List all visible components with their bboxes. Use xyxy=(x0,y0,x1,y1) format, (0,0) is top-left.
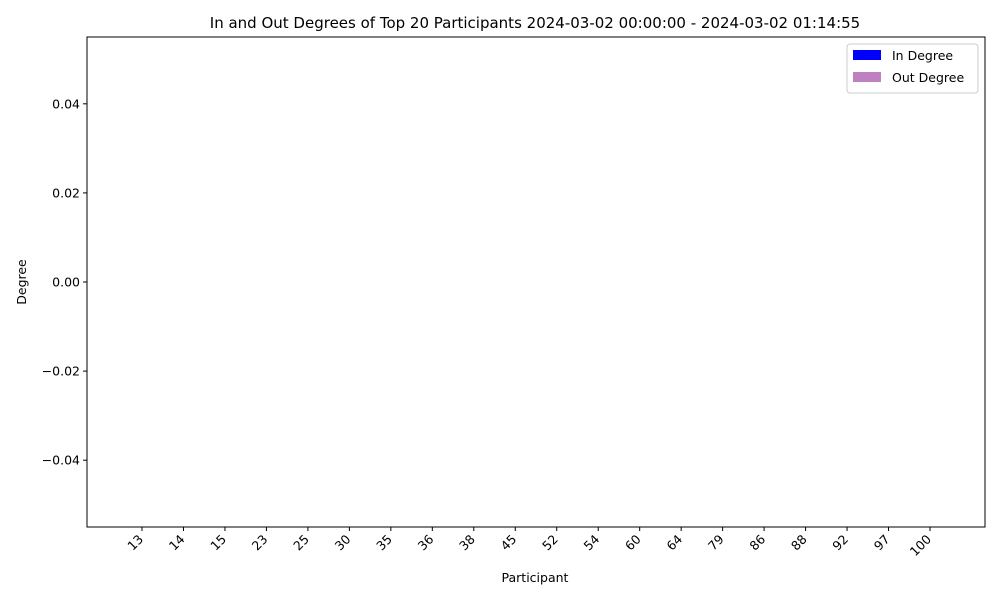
legend-label-in-degree: In Degree xyxy=(892,48,953,63)
legend-swatch-out-degree xyxy=(853,72,881,82)
legend: In Degree Out Degree xyxy=(846,43,979,94)
legend-label-out-degree: Out Degree xyxy=(892,70,964,85)
y-axis: 0.04 0.02 0.00 −0.02 −0.04 xyxy=(42,96,87,468)
y-tick-label: 0.04 xyxy=(52,96,80,111)
y-tick-label: −0.02 xyxy=(42,364,80,379)
y-tick-label: −0.04 xyxy=(42,453,80,468)
y-tick-label: 0.00 xyxy=(52,275,80,290)
y-axis-label: Degree xyxy=(14,259,29,305)
legend-swatch-in-degree xyxy=(853,50,881,60)
x-axis-label: Participant xyxy=(502,570,569,585)
y-tick-label: 0.02 xyxy=(52,185,80,200)
chart-title: In and Out Degrees of Top 20 Participant… xyxy=(210,14,860,32)
